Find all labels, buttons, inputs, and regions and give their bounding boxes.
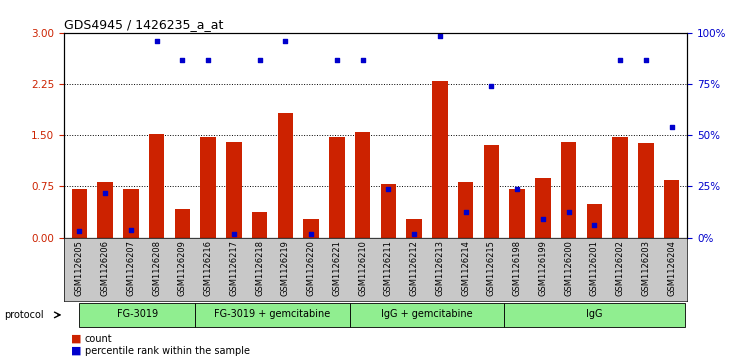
Text: GSM1126203: GSM1126203 [641,240,650,296]
Point [357,57,369,63]
Text: GSM1126215: GSM1126215 [487,240,496,295]
Point [279,38,291,44]
Bar [350,303,504,327]
Text: GSM1126202: GSM1126202 [616,240,625,295]
Text: GSM1126198: GSM1126198 [513,240,522,296]
Bar [638,143,653,238]
Text: GSM1126220: GSM1126220 [306,240,315,295]
Point [665,124,677,130]
Point [434,33,446,39]
Point [614,57,626,63]
Point [305,232,317,237]
Point [74,228,86,234]
Text: IgG: IgG [587,309,603,319]
Bar [381,184,396,238]
Text: GSM1126201: GSM1126201 [590,240,599,295]
Bar [174,209,190,238]
Bar [195,303,350,327]
Point [562,209,575,215]
Point [176,57,189,63]
Text: GSM1126213: GSM1126213 [436,240,445,296]
Point [460,209,472,215]
Text: IgG + gemcitabine: IgG + gemcitabine [382,309,473,319]
Text: GSM1126205: GSM1126205 [75,240,84,295]
Bar [504,303,685,327]
Point [99,191,111,196]
Bar [587,204,602,238]
Point [150,38,162,44]
Text: GSM1126206: GSM1126206 [101,240,110,296]
Point [228,232,240,237]
Text: GSM1126210: GSM1126210 [358,240,367,295]
Text: ■: ■ [71,334,82,344]
Bar [201,137,216,238]
Text: GSM1126212: GSM1126212 [409,240,418,295]
Text: percentile rank within the sample: percentile rank within the sample [85,346,250,356]
Point [202,57,214,63]
Bar [355,132,370,238]
Bar [664,180,680,238]
Bar [149,134,164,238]
Point [485,83,497,89]
Text: FG-3019 + gemcitabine: FG-3019 + gemcitabine [214,309,330,319]
Bar [252,212,267,238]
Bar [613,136,628,238]
Text: GSM1126218: GSM1126218 [255,240,264,296]
Text: GSM1126214: GSM1126214 [461,240,470,295]
Text: count: count [85,334,113,344]
Point [331,57,343,63]
Bar [80,303,195,327]
Bar [98,182,113,238]
Point [537,216,549,221]
Point [589,223,601,228]
Point [511,185,523,191]
Text: protocol: protocol [4,310,44,320]
Point [408,232,420,237]
Point [125,227,137,232]
Text: GSM1126211: GSM1126211 [384,240,393,295]
Text: GSM1126208: GSM1126208 [152,240,161,296]
Text: GDS4945 / 1426235_a_at: GDS4945 / 1426235_a_at [64,19,223,32]
Point [382,185,394,191]
Text: GSM1126204: GSM1126204 [667,240,676,295]
Bar [123,188,138,238]
Text: FG-3019: FG-3019 [116,309,158,319]
Bar [303,219,319,238]
Text: GSM1126207: GSM1126207 [126,240,135,296]
Text: GSM1126199: GSM1126199 [538,240,547,295]
Text: GSM1126200: GSM1126200 [564,240,573,295]
Bar [484,146,499,238]
Point [254,57,266,63]
Bar [226,142,242,238]
Bar [329,137,345,238]
Bar [509,188,525,238]
Text: GSM1126217: GSM1126217 [229,240,238,296]
Point [640,57,652,63]
Bar [278,113,293,238]
Text: ■: ■ [71,346,82,356]
Text: GSM1126221: GSM1126221 [333,240,342,295]
Text: GSM1126216: GSM1126216 [204,240,213,296]
Text: GSM1126209: GSM1126209 [178,240,187,295]
Bar [71,188,87,238]
Bar [432,81,448,238]
Text: GSM1126219: GSM1126219 [281,240,290,295]
Bar [458,182,473,238]
Bar [561,142,577,238]
Bar [535,178,550,238]
Bar [406,219,422,238]
